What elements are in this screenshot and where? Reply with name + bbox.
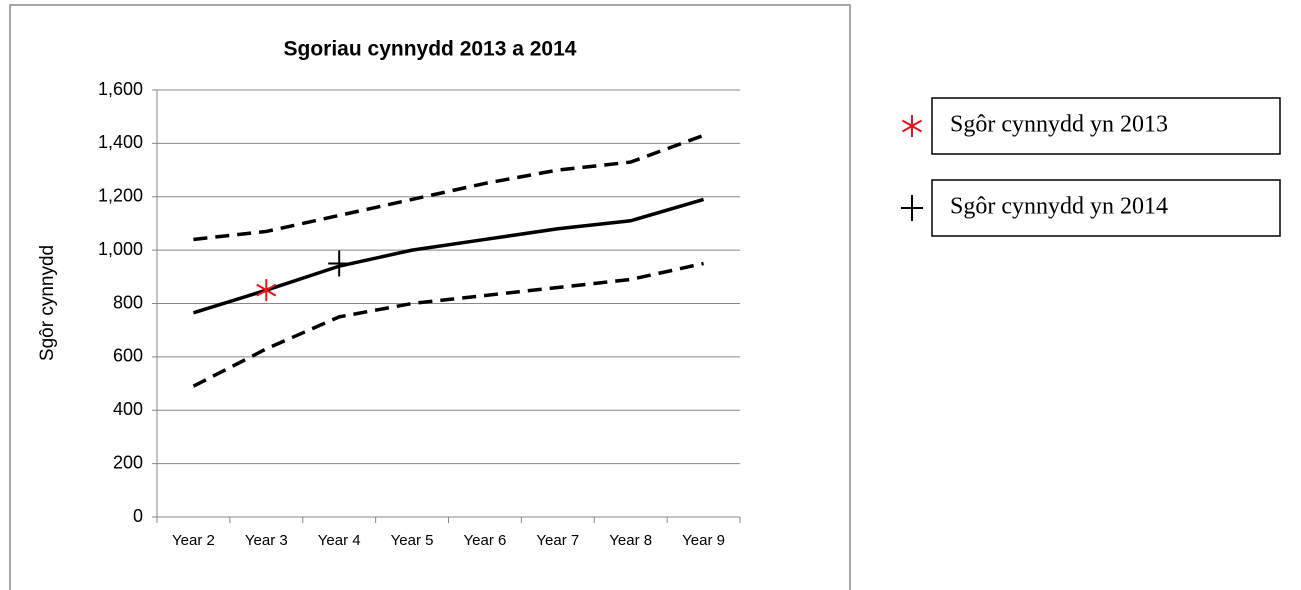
x-tick-label: Year 8 — [609, 532, 652, 549]
y-tick-label: 400 — [113, 399, 143, 419]
legend-box — [931, 97, 1281, 155]
y-tick-label: 600 — [113, 346, 143, 366]
y-tick-label: 800 — [113, 292, 143, 312]
chart-title: Sgoriau cynnydd 2013 a 2014 — [284, 38, 577, 61]
series-line — [192, 261, 704, 388]
y-tick-label: 1,600 — [98, 79, 143, 99]
legend-label: Sgôr cynnydd yn 2014 — [950, 194, 1168, 220]
point-marker — [256, 279, 277, 302]
x-tick-label: Year 5 — [391, 532, 434, 549]
y-tick-label: 200 — [113, 452, 143, 472]
point-marker — [328, 250, 351, 277]
marker-stroke — [901, 119, 923, 133]
point-marker — [901, 195, 923, 221]
legend-label: Sgôr cynnydd yn 2013 — [950, 112, 1168, 138]
point-marker — [901, 115, 923, 137]
x-tick-label: Year 4 — [318, 532, 361, 549]
legend-box — [931, 179, 1281, 237]
chart-frame — [9, 4, 851, 590]
series-line — [192, 197, 705, 315]
y-axis-label: Sgôr cynnydd — [37, 245, 58, 361]
x-tick-label: Year 6 — [464, 532, 507, 549]
y-tick-label: 0 — [133, 506, 143, 526]
x-tick-label: Year 2 — [172, 532, 215, 549]
series-line — [193, 133, 705, 242]
x-tick-label: Year 3 — [245, 532, 288, 549]
marker-stroke — [256, 283, 277, 297]
x-tick-label: Year 9 — [682, 532, 725, 549]
y-tick-label: 1,200 — [98, 186, 143, 206]
y-tick-label: 1,400 — [98, 132, 143, 152]
y-tick-label: 1,000 — [98, 239, 143, 259]
x-tick-label: Year 7 — [536, 532, 579, 549]
